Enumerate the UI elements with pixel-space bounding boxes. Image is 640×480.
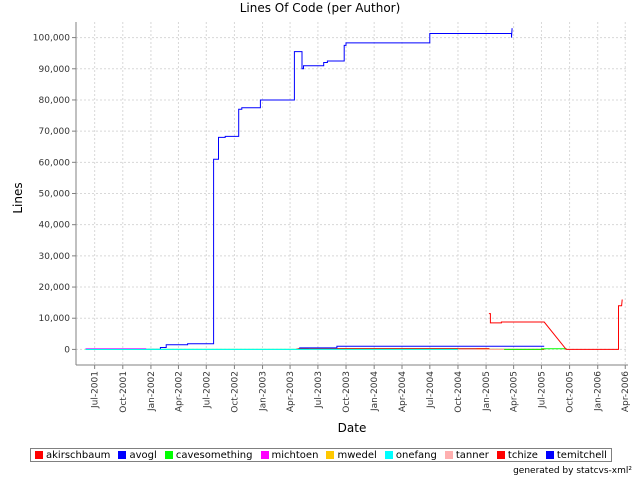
x-axis-label: Date (338, 421, 367, 435)
legend-swatch (35, 451, 44, 459)
x-tick-label: Oct-2001 (119, 371, 129, 413)
legend-label: tanner (455, 449, 489, 461)
legend-label: cavesomething (175, 449, 253, 461)
legend-item-avogl: avogl (118, 449, 157, 461)
y-tick-label: 30,000 (39, 252, 71, 262)
legend-swatch (118, 451, 127, 459)
series-line-avogl (85, 28, 513, 350)
legend-swatch (545, 451, 554, 459)
legend-label: temitchell (556, 449, 607, 461)
legend-swatch (496, 451, 505, 459)
plot-area: Jul-2001 Oct-2001 Jan-2002 Apr-2002 Jul-2002… (33, 22, 631, 413)
series-line-tchize (488, 299, 623, 350)
y-tick-label: 100,000 (33, 34, 70, 44)
legend-item-akirschbaum: akirschbaum (35, 450, 110, 461)
x-tick-label: Apr-2004 (398, 371, 408, 412)
legend-label: avogl (129, 449, 157, 461)
x-tick-label: Apr-2003 (286, 371, 296, 412)
x-tick-label: Oct-2003 (342, 371, 352, 413)
x-tick-label: Oct-2002 (230, 371, 240, 413)
x-tick-label: Jan-2004 (370, 371, 380, 412)
x-tick-label: Jul-2005 (537, 371, 547, 409)
legend-label: onefang (395, 449, 437, 461)
y-tick-label: 50,000 (39, 190, 71, 200)
chart-title: Lines Of Code (per Author) (240, 1, 401, 15)
legend-swatch (444, 451, 453, 459)
legend-item-tanner: tanner (444, 449, 489, 461)
legend-item-tchize: tchize (496, 449, 538, 461)
y-tick-label: 0 (64, 345, 70, 355)
x-tick-label: Oct-2004 (454, 371, 464, 413)
legend-item-mwedel: mwedel (326, 449, 377, 461)
y-tick-label: 10,000 (39, 314, 71, 324)
legend-label: akirschbaum (46, 449, 111, 461)
x-tick-label: Jan-2002 (147, 371, 157, 412)
y-tick-label: 60,000 (39, 158, 71, 168)
y-tick-label: 80,000 (39, 96, 71, 106)
x-tick-label: Jul-2003 (314, 371, 324, 409)
legend-label: tchize (507, 449, 538, 461)
legend-label: michtoen (271, 449, 319, 461)
legend-item-michtoen: michtoen (260, 449, 319, 461)
x-tick-label: Jan-2005 (482, 371, 492, 412)
generator-credit: generated by statcvs-xml² (513, 466, 632, 476)
legend-item-onefang: onefang (384, 449, 437, 461)
x-tick-label: Oct-2005 (566, 371, 576, 413)
x-tick-label: Jul-2001 (91, 371, 101, 409)
series-line-temitchell (299, 345, 545, 349)
y-tick-label: 90,000 (39, 65, 71, 75)
legend-item-temitchell: temitchell (545, 449, 607, 461)
x-tick-label: Jul-2004 (426, 371, 436, 409)
legend: akirschbaum avogl cavesomething michtoen mwe… (30, 448, 612, 462)
legend-swatch (384, 451, 393, 459)
legend-swatch (260, 451, 269, 459)
x-tick-label: Apr-2006 (621, 371, 631, 412)
legend-swatch (326, 451, 335, 459)
x-tick-label: Apr-2002 (174, 371, 184, 412)
y-axis-label: Lines (11, 182, 25, 213)
x-tick-label: Jan-2006 (594, 371, 604, 412)
legend-item-cavesomething: cavesomething (164, 449, 253, 461)
y-tick-label: 70,000 (39, 127, 71, 137)
legend-swatch (164, 451, 173, 459)
x-tick-label: Apr-2005 (510, 371, 520, 412)
x-tick-label: Jan-2003 (259, 371, 269, 412)
y-tick-label: 20,000 (39, 283, 71, 293)
x-tick-label: Jul-2002 (202, 371, 212, 409)
legend-label: mwedel (337, 449, 377, 461)
y-tick-label: 40,000 (39, 221, 71, 231)
